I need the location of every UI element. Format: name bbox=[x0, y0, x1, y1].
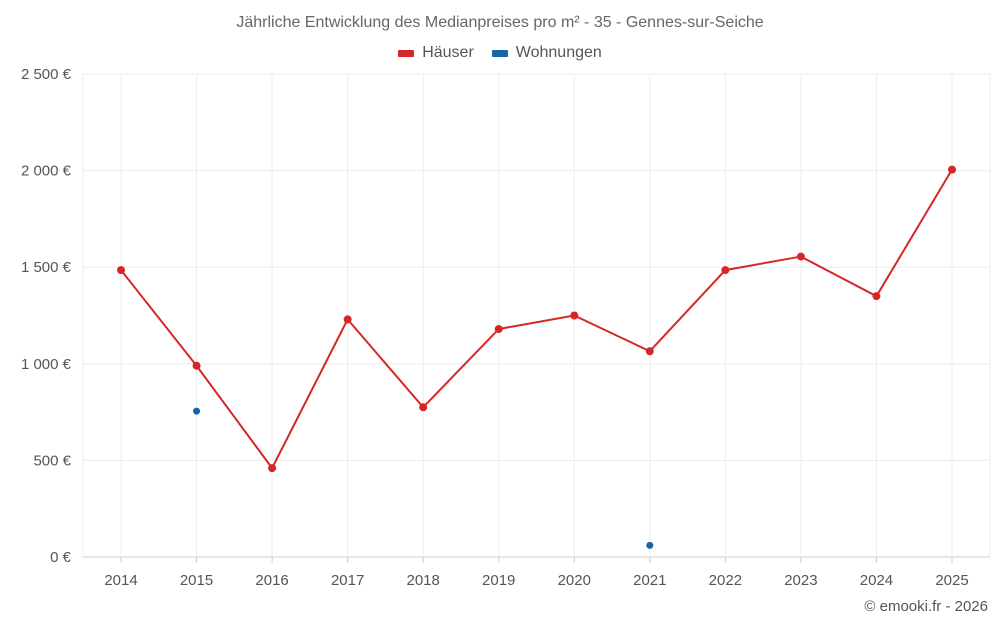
data-point-wohnungen bbox=[646, 541, 654, 549]
x-tick-label: 2022 bbox=[709, 572, 742, 589]
data-point-haeuser bbox=[268, 464, 277, 473]
y-tick-label: 500 € bbox=[33, 452, 71, 469]
x-tick-label: 2024 bbox=[860, 572, 893, 589]
chart-title: Jährliche Entwicklung des Medianpreises … bbox=[236, 14, 764, 31]
series-line-haeuser bbox=[120, 169, 953, 470]
x-tick-label: 2018 bbox=[406, 572, 439, 589]
legend: Häuser Wohnungen bbox=[0, 44, 1000, 62]
data-point-haeuser bbox=[570, 311, 579, 320]
y-tick-label: 2 500 € bbox=[21, 66, 72, 83]
y-tick-label: 2 000 € bbox=[21, 163, 72, 180]
credit: © emooki.fr - 2026 bbox=[864, 598, 988, 615]
legend-label-haeuser: Häuser bbox=[422, 44, 474, 61]
data-point-haeuser bbox=[419, 403, 428, 412]
legend-label-wohnungen: Wohnungen bbox=[515, 44, 602, 61]
data-point-haeuser bbox=[872, 292, 881, 301]
x-tick-label: 2016 bbox=[255, 572, 288, 589]
data-point-haeuser bbox=[494, 325, 503, 334]
y-tick-label: 1 000 € bbox=[21, 356, 72, 373]
data-point-haeuser bbox=[343, 315, 352, 324]
x-tick-label: 2015 bbox=[180, 572, 213, 589]
data-point-haeuser bbox=[117, 266, 125, 275]
x-tick-label: 2017 bbox=[331, 572, 364, 589]
data-point-wohnungen bbox=[193, 407, 201, 415]
data-point-haeuser bbox=[948, 165, 956, 174]
legend-swatch-haeuser bbox=[398, 49, 415, 57]
x-tick-label: 2014 bbox=[104, 572, 137, 589]
data-point-haeuser bbox=[721, 266, 730, 275]
data-point-haeuser bbox=[796, 252, 805, 261]
y-tick-label: 0 € bbox=[50, 549, 72, 566]
legend-item-haeuser[interactable]: Häuser bbox=[398, 44, 474, 62]
x-tick-label: 2020 bbox=[558, 572, 591, 589]
data-point-haeuser bbox=[192, 361, 201, 370]
x-tick-label: 2023 bbox=[784, 572, 817, 589]
legend-swatch-wohnungen bbox=[491, 49, 508, 57]
legend-item-wohnungen[interactable]: Wohnungen bbox=[491, 44, 602, 62]
x-tick-label: 2021 bbox=[633, 572, 666, 589]
x-tick-label: 2025 bbox=[935, 572, 968, 589]
x-tick-label: 2019 bbox=[482, 572, 515, 589]
y-tick-label: 1 500 € bbox=[21, 259, 72, 276]
data-point-haeuser bbox=[645, 347, 654, 356]
